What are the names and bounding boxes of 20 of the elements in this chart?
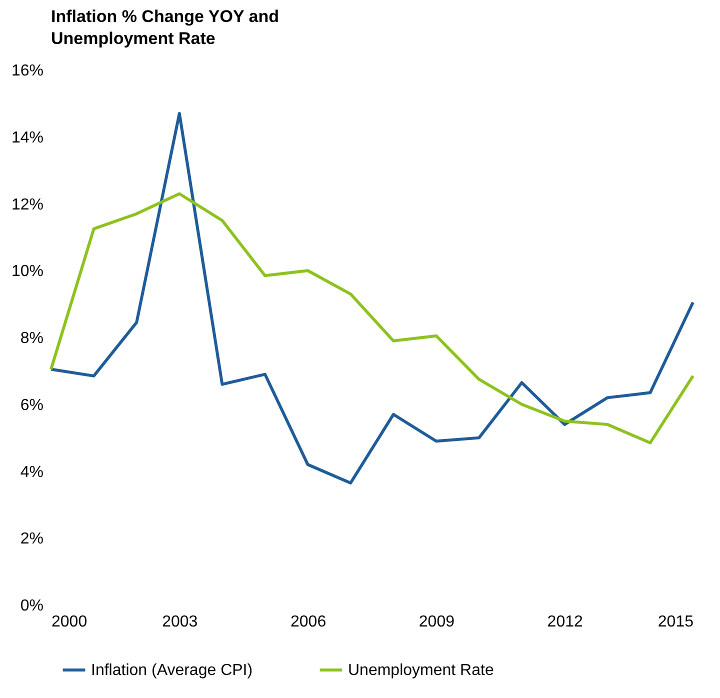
y-tick-label: 10%: [11, 263, 44, 280]
x-tick-label: 2003: [162, 614, 198, 630]
x-tick-label: 2009: [418, 614, 455, 630]
y-tick-label: 2%: [20, 530, 44, 548]
legend-label: Inflation (Average CPI): [91, 662, 253, 679]
x-tick-label: 2015: [658, 614, 694, 630]
chart-title: Inflation % Change YOY and Unemployment Rate: [51, 7, 279, 48]
y-tick-label: 12%: [11, 196, 44, 214]
line-series: [50, 192, 694, 444]
x-tick-label: 2012: [547, 614, 583, 630]
y-tick-label: 6%: [20, 396, 44, 414]
line-series: [50, 112, 694, 484]
x-tick-label: 2006: [290, 614, 326, 630]
y-tick-label: 14%: [11, 129, 44, 146]
y-tick-label: 16%: [11, 62, 44, 80]
y-tick-label: 8%: [20, 330, 44, 347]
x-tick-label: 2000: [52, 614, 88, 630]
legend-label: Unemployment Rate: [348, 662, 494, 679]
y-tick-label: 4%: [20, 464, 44, 481]
y-tick-label: 0%: [20, 598, 44, 614]
